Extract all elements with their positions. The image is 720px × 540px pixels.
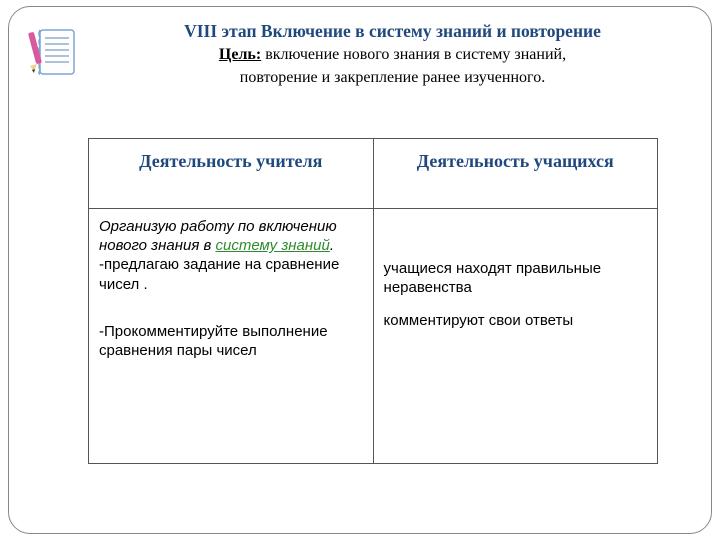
teacher-line3: -Прокомментируйте выполнение сравнения п… — [99, 323, 328, 359]
slide-title-block: VIII этап Включение в систему знаний и п… — [105, 20, 680, 88]
table-header-row: Деятельность учителя Деятельность учащих… — [89, 139, 658, 209]
slide-goal-line2: повторение и закрепление ранее изученног… — [105, 68, 680, 89]
slide-goal-line1: Цель: включение нового знания в систему … — [105, 45, 680, 66]
students-line2: комментируют свои ответы — [384, 312, 574, 329]
activity-table: Деятельность учителя Деятельность учащих… — [88, 138, 658, 464]
slide-title: VIII этап Включение в систему знаний и п… — [105, 20, 680, 43]
spacer — [384, 217, 647, 231]
teacher-line1b: . — [330, 237, 334, 254]
table-body-row: Организую работу по включению нового зна… — [89, 209, 658, 464]
spacer — [384, 245, 647, 259]
teacher-link: систему знаний — [216, 237, 330, 254]
teacher-line2: -предлагаю задание на сравнение чисел . — [99, 256, 339, 292]
column-students-header: Деятельность учащихся — [373, 139, 657, 209]
spacer — [99, 308, 363, 322]
column-teacher-header: Деятельность учителя — [89, 139, 374, 209]
teacher-cell: Организую работу по включению нового зна… — [89, 209, 374, 464]
students-cell: учащиеся находят правильные неравенства … — [373, 209, 657, 464]
goal-text-1: включение нового знания в систему знаний… — [261, 46, 566, 63]
spacer — [99, 294, 363, 308]
notepad-pencil-icon — [28, 24, 80, 82]
spacer — [384, 297, 647, 311]
goal-label: Цель: — [219, 46, 261, 63]
spacer — [384, 231, 647, 245]
students-line1: учащиеся находят правильные неравенства — [384, 260, 602, 296]
